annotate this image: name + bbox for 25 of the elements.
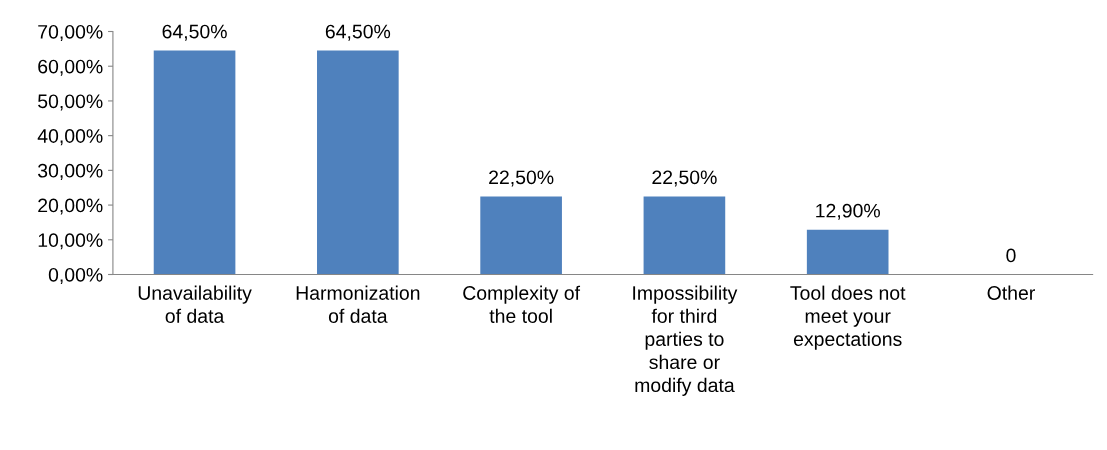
- y-tick-label: 10,00%: [38, 233, 103, 250]
- x-tick-label: Complexity of the tool: [463, 285, 581, 323]
- x-tick-label: Impossibility for third parties to share or modify data: [633, 285, 738, 396]
- data-label: 22,50%: [652, 170, 717, 187]
- y-tick-label: 50,00%: [38, 94, 103, 111]
- y-tick-label: 70,00%: [38, 24, 103, 42]
- y-tick-label: 40,00%: [37, 129, 103, 146]
- y-tick-label: 30,00%: [37, 163, 103, 180]
- x-tick-label: Other: [987, 285, 1035, 300]
- bar: [806, 229, 889, 275]
- y-tick-label: 0,00%: [48, 267, 103, 285]
- x-tick-label: Tool does not meet your expectations: [790, 285, 906, 350]
- data-label: 64,50%: [325, 24, 391, 41]
- bar: [153, 50, 236, 275]
- data-label: 64,50%: [162, 24, 227, 41]
- x-tick-label: Unavailability of data: [138, 285, 252, 323]
- data-label: 0: [1006, 248, 1016, 263]
- y-tick-label: 60,00%: [38, 59, 103, 76]
- bar: [643, 196, 726, 275]
- bar: [317, 50, 399, 275]
- data-label: 22,50%: [489, 170, 554, 187]
- data-label: 12,90%: [816, 203, 880, 220]
- bar: [480, 196, 562, 275]
- y-tick-label: 20,00%: [38, 198, 103, 215]
- x-tick-label: Harmonization of data: [296, 285, 420, 323]
